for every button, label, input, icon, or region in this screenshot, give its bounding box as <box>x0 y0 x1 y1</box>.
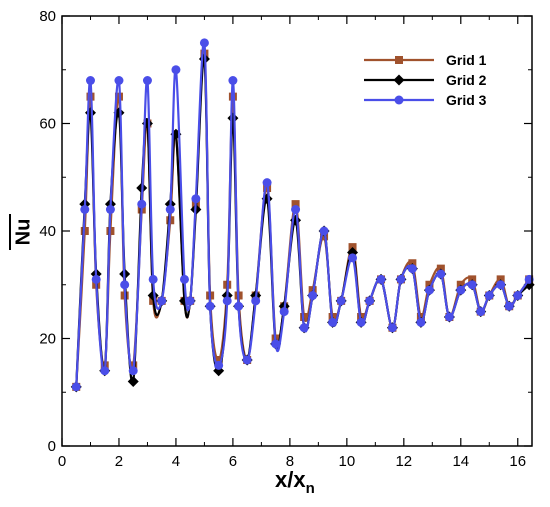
legend-item: Grid 3 <box>364 92 487 108</box>
data-point <box>424 285 434 295</box>
x-tick-label: 16 <box>509 453 526 470</box>
legend-item: Grid 1 <box>364 52 487 68</box>
data-point <box>251 296 261 306</box>
legend-label: Grid 3 <box>446 92 487 108</box>
data-point <box>365 296 375 306</box>
legend: Grid 1 Grid 2 Grid 3 <box>364 52 487 108</box>
data-point <box>148 274 158 284</box>
data-point <box>396 274 406 284</box>
tick-layer: 0 2 4 6 8 10 12 14 16 0 20 40 60 80 <box>39 8 532 470</box>
data-point <box>348 253 358 263</box>
data-point <box>513 291 523 300</box>
data-point <box>456 285 466 295</box>
x-tick-label: 2 <box>115 453 123 470</box>
data-point <box>300 313 309 321</box>
data-point <box>319 226 329 236</box>
data-point <box>127 376 139 387</box>
data-point <box>436 269 446 279</box>
data-point <box>336 296 346 306</box>
data-point <box>142 76 152 85</box>
data-point <box>476 307 486 317</box>
data-point <box>205 301 215 311</box>
data-point <box>105 205 115 214</box>
data-point <box>242 355 252 365</box>
data-point <box>222 296 232 306</box>
series-layer <box>70 38 535 393</box>
x-tick-label: 10 <box>339 453 356 470</box>
data-point <box>157 296 167 306</box>
data-point <box>179 274 189 284</box>
legend-swatch-marker <box>394 95 404 105</box>
data-point <box>185 296 195 306</box>
x-axis-title: x/xn <box>275 467 315 497</box>
x-axis-title-main: x/x <box>275 467 306 492</box>
data-point <box>504 301 514 311</box>
legend-item: Grid 2 <box>364 72 487 88</box>
data-point <box>199 38 209 48</box>
y-tick-label: 40 <box>39 223 56 240</box>
y-tick-label: 80 <box>39 8 56 25</box>
data-point <box>234 301 244 311</box>
data-point <box>228 76 238 85</box>
data-point <box>71 382 81 392</box>
data-point <box>444 312 454 322</box>
data-point <box>328 317 338 327</box>
data-point <box>128 366 138 376</box>
data-point <box>271 339 281 349</box>
data-point <box>137 199 147 209</box>
x-tick-label: 12 <box>395 453 412 470</box>
legend-label: Grid 1 <box>446 52 487 68</box>
x-tick-label: 4 <box>172 453 180 470</box>
y-axis-title: Nu <box>12 219 34 246</box>
y-tick-label: 0 <box>48 438 56 455</box>
x-tick-label: 0 <box>58 453 66 470</box>
data-point <box>299 323 309 333</box>
legend-label: Grid 2 <box>446 72 487 88</box>
data-point <box>291 200 300 209</box>
data-point <box>387 323 397 333</box>
data-point <box>416 317 426 327</box>
data-point <box>262 178 272 188</box>
data-point <box>227 112 239 124</box>
y-tick-label: 20 <box>39 331 56 348</box>
data-point <box>80 205 90 214</box>
x-tick-label: 6 <box>229 453 237 470</box>
data-point <box>214 360 224 370</box>
legend-swatch-marker <box>393 74 405 86</box>
data-point <box>496 280 506 290</box>
data-point <box>407 264 417 274</box>
data-point <box>279 307 289 317</box>
data-point <box>484 291 494 300</box>
data-point <box>114 76 124 85</box>
y-tick-label: 60 <box>39 116 56 133</box>
data-point <box>91 274 101 284</box>
data-point <box>120 280 130 290</box>
data-point <box>100 366 110 376</box>
x-tick-label: 8 <box>286 453 294 470</box>
data-point <box>308 291 318 300</box>
data-point <box>165 205 175 214</box>
data-point <box>376 274 386 284</box>
x-axis-title-sub: n <box>306 480 315 497</box>
x-tick-label: 14 <box>452 453 469 470</box>
series-3 <box>71 38 534 392</box>
data-point <box>467 280 477 290</box>
data-point <box>214 356 223 364</box>
data-point <box>191 194 201 204</box>
legend-swatch-marker <box>395 56 403 64</box>
data-point <box>84 107 96 119</box>
data-point <box>356 317 366 327</box>
data-point <box>85 76 95 85</box>
data-point <box>171 65 181 75</box>
data-point <box>291 205 301 214</box>
